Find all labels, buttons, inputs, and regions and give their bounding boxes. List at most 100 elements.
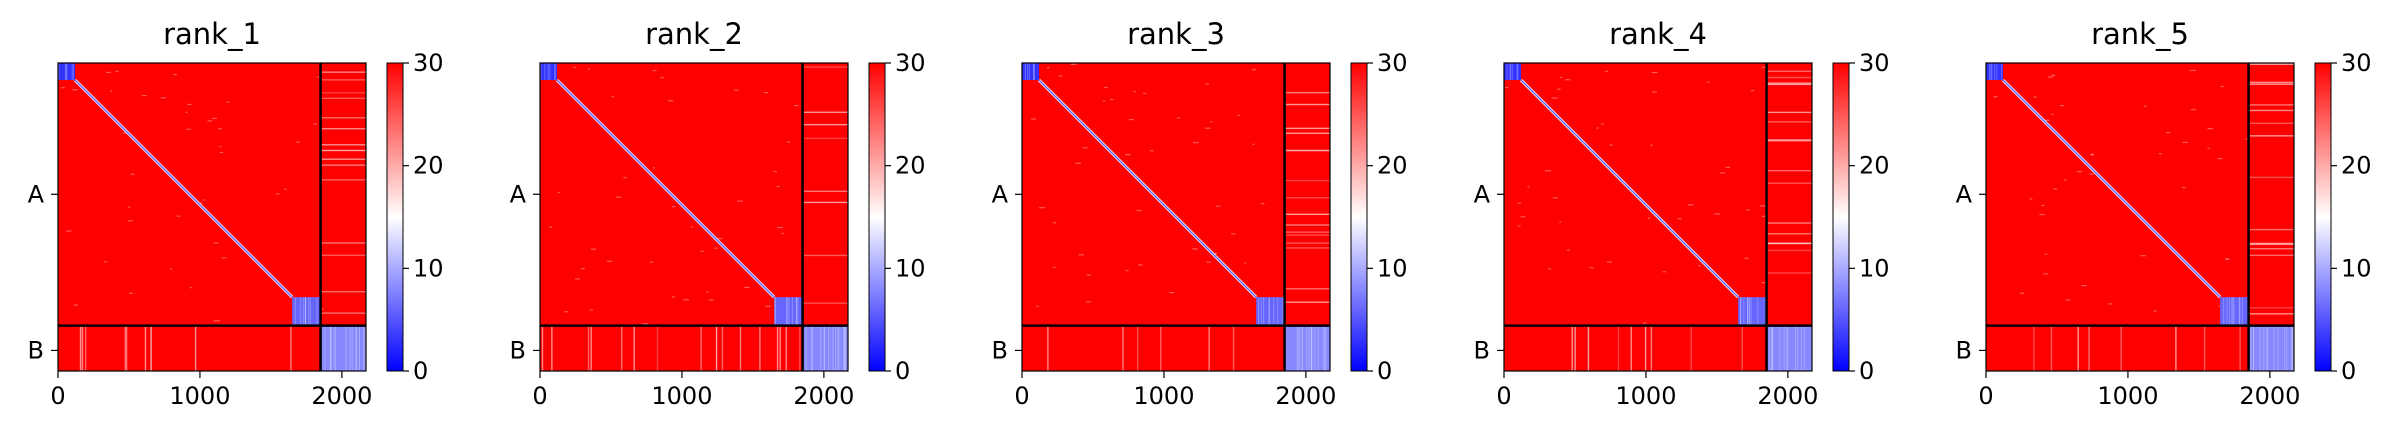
heatmap-speckle [1745, 209, 1750, 211]
heatmap-speckle [2063, 179, 2067, 181]
heatmap-streak [1047, 325, 1049, 371]
heatmap-speckle [1761, 66, 1768, 69]
heatmap-speckle [1688, 204, 1694, 206]
heatmap-speckle [218, 128, 223, 130]
heatmap-streak [739, 325, 742, 371]
heatmap-streak [2248, 243, 2294, 245]
heatmap-streak [1766, 222, 1812, 224]
heatmap-speckle [219, 151, 224, 154]
heatmap-rank_2 [540, 63, 848, 371]
y-tick-label: A [28, 180, 45, 208]
heatmap-speckle [623, 176, 627, 179]
heatmap-speckle [207, 120, 213, 122]
heatmap-speckle [763, 92, 769, 94]
heatmap-block-texture [1787, 325, 1789, 371]
heatmap-speckle [213, 242, 219, 244]
heatmap-streak [587, 325, 590, 371]
heatmap-block-texture [540, 63, 542, 81]
heatmap-speckle [1192, 248, 1198, 250]
heatmap-streak [1160, 325, 1162, 371]
heatmap-streak [144, 325, 147, 371]
heatmap-block-texture [2233, 297, 2235, 326]
heatmap-block-texture [2232, 297, 2234, 326]
heatmap-streak [2248, 109, 2294, 112]
heatmap-streak [1766, 242, 1812, 245]
heatmap-speckle [1231, 233, 1236, 235]
heatmap-streak [620, 325, 623, 371]
heatmap-streak [785, 325, 787, 371]
heatmap-speckle [72, 89, 79, 91]
heatmap-speckle [176, 215, 181, 217]
heatmap-streak [1571, 325, 1573, 371]
heatmap-speckle [1215, 205, 1221, 207]
heatmap-block-texture [788, 297, 790, 326]
heatmap-block-texture [843, 325, 845, 371]
heatmap-block-texture [72, 63, 74, 81]
heatmap-block-texture [786, 297, 788, 326]
heatmap-speckle [221, 257, 227, 259]
heatmap-speckle [1192, 141, 1199, 144]
heatmap-block-texture [2277, 325, 2279, 371]
heatmap-streak [1644, 325, 1647, 371]
heatmap-block-texture [1769, 325, 1771, 371]
heatmap-streak [802, 66, 848, 68]
heatmap-block-texture [1748, 297, 1750, 326]
heatmap-block-texture [1311, 325, 1313, 371]
x-tick-label: 0 [1978, 382, 1993, 410]
heatmap-speckle [1212, 252, 1218, 254]
panel-title: rank_2 [645, 17, 743, 51]
heatmap-speckle [1552, 197, 1558, 199]
heatmap-diagonal [1038, 79, 1257, 298]
heatmap-speckle [616, 196, 622, 198]
heatmap-block-texture [544, 63, 546, 81]
heatmap-streak [1122, 325, 1124, 371]
heatmap-speckle [2044, 253, 2048, 255]
axes-frame [1985, 62, 2295, 372]
heatmap-streak [1136, 325, 1139, 371]
heatmap-block-B [1766, 325, 1812, 371]
heatmap-streak [1766, 272, 1812, 274]
heatmap-speckle [212, 117, 218, 120]
colorbar-tick-label: 10 [1859, 254, 1890, 282]
heatmap-speckle [2245, 138, 2250, 140]
heatmap-block-texture [2250, 325, 2252, 371]
heatmap-block-texture [355, 325, 357, 371]
colorbar-tick-label: 20 [413, 152, 444, 180]
heatmap-speckle [226, 101, 230, 103]
heatmap-streak [1208, 325, 1210, 371]
heatmap-block-texture [1301, 325, 1303, 371]
heatmap-speckle [2158, 153, 2162, 155]
heatmap-block-texture [549, 63, 551, 81]
heatmap-speckle [1052, 266, 1056, 269]
panel-title: rank_1 [163, 17, 261, 51]
heatmap-block-texture [805, 325, 807, 371]
colorbar [1350, 62, 1368, 372]
colorbar-tick-label: 30 [895, 49, 926, 77]
heatmap-speckle [2081, 285, 2087, 287]
heatmap-block-texture [2241, 297, 2243, 326]
heatmap-speckle [189, 287, 193, 289]
heatmap-speckle [652, 69, 657, 72]
heatmap-block-texture [1517, 63, 1519, 81]
y-tick-label: A [992, 180, 1009, 208]
heatmap-rank_3 [1022, 63, 1330, 371]
heatmap-streak [2248, 242, 2294, 245]
heatmap-speckle [2041, 204, 2045, 207]
heatmap-block-texture [838, 325, 840, 371]
heatmap-streak [1766, 121, 1812, 123]
heatmap-speckle [1082, 147, 1088, 149]
heatmap-speckle [733, 89, 739, 91]
heatmap-block-texture [1282, 297, 1284, 326]
heatmap-speckle [1556, 88, 1561, 90]
heatmap-block-texture [1027, 63, 1029, 81]
heatmap-block-start [540, 63, 558, 81]
heatmap-speckle [2143, 105, 2147, 107]
heatmap-speckle [1750, 90, 1755, 92]
heatmap-streak [2248, 254, 2294, 257]
heatmap-block-texture [1779, 325, 1781, 371]
heatmap-streak [715, 325, 718, 371]
heatmap-block-texture [1308, 325, 1310, 371]
heatmap-block-texture [1028, 63, 1030, 81]
